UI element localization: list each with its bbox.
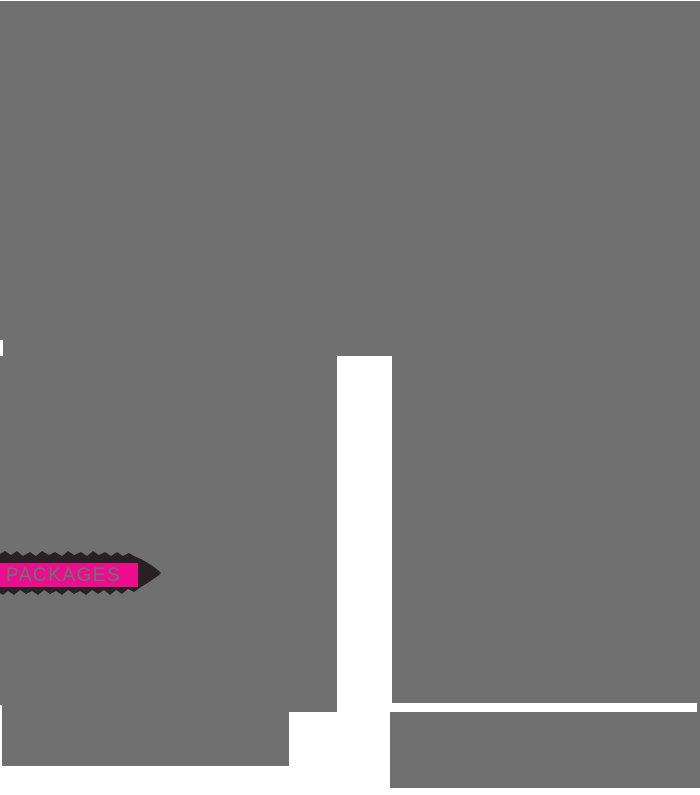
white-notch-left-top [0,340,3,356]
mask-block-bottom-right [390,712,700,788]
white-sliver-left-bottom [0,705,2,766]
mask-block-left [0,356,337,712]
banner-pink-bar: PACKAGES [0,563,138,587]
mask-block-right-edge-sliver [697,703,700,712]
mask-block-right [392,356,700,703]
mask-block-bottom-left [0,712,289,766]
packages-banner: PACKAGES [0,548,163,598]
mask-block-top [0,1,700,356]
banner-label: PACKAGES [6,564,122,586]
